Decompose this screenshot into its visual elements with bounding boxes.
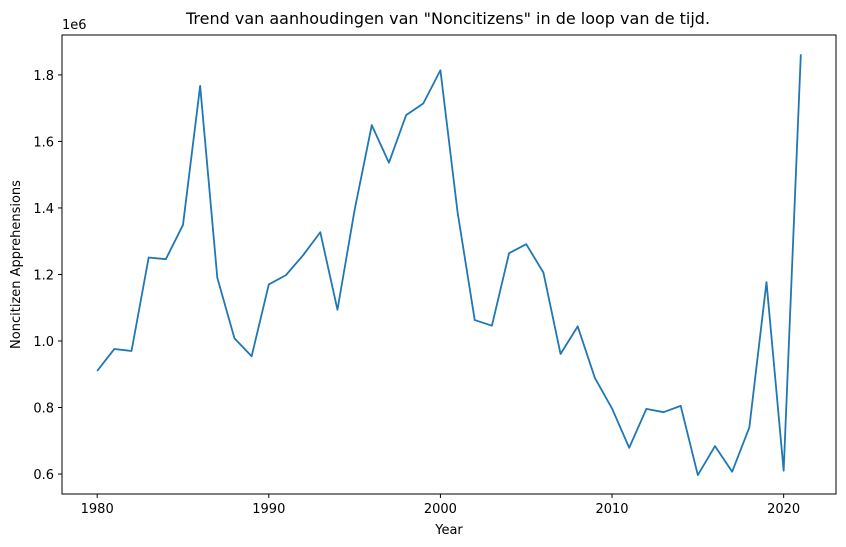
y-axis-title: Noncitizen Apprehensions [9, 180, 24, 349]
x-tick-label: 1990 [252, 502, 285, 517]
y-axis: 0.6 0.8 1.0 1.2 1.4 1.6 1.8 [33, 69, 62, 483]
chart-title: Trend van aanhoudingen van "Noncitizens"… [185, 9, 710, 28]
y-tick-label: 1.6 [33, 135, 54, 150]
plot-frame [61, 34, 837, 495]
x-tick-label: 2000 [424, 502, 457, 517]
x-axis: 1980 1990 2000 2010 2020 [81, 494, 800, 517]
x-axis-title: Year [434, 523, 463, 538]
y-axis-offset-label: 1e6 [62, 18, 87, 33]
x-tick-label: 1980 [81, 502, 114, 517]
y-tick-label: 0.8 [33, 402, 54, 417]
series-line-0 [96, 54, 802, 476]
y-tick-label: 1.4 [33, 202, 54, 217]
plot-area [96, 54, 802, 476]
x-tick-label: 2020 [767, 502, 800, 517]
y-tick-label: 1.8 [33, 69, 54, 84]
x-tick-label: 2010 [595, 502, 628, 517]
y-tick-label: 1.0 [33, 335, 54, 350]
y-tick-label: 1.2 [33, 268, 54, 283]
y-tick-label: 0.6 [33, 468, 54, 483]
